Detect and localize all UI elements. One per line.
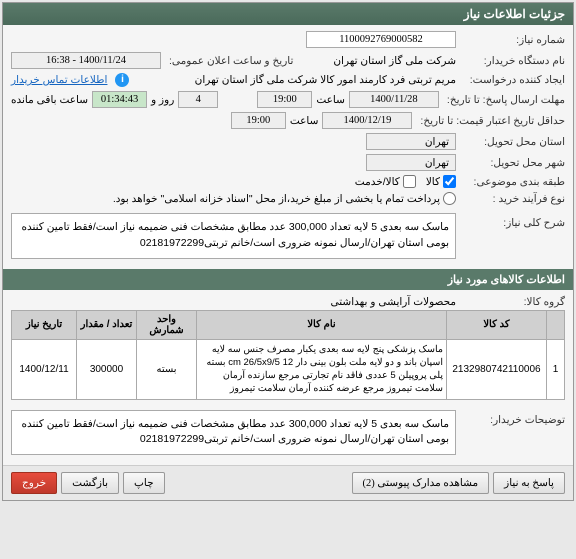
creator-label: ایجاد کننده درخواست: — [460, 74, 565, 86]
th-code: کد کالا — [447, 310, 547, 339]
summary-label: شرح کلی نیاز: — [460, 209, 565, 229]
cat-service-label: کالا/خدمت — [355, 176, 400, 188]
process-radio[interactable] — [443, 192, 456, 205]
back-button[interactable]: بازگشت — [61, 472, 119, 494]
th-unit: واحد شمارش — [137, 310, 197, 339]
cell-unit: بسته — [137, 339, 197, 399]
deadline-time-label: ساعت — [316, 94, 345, 106]
announce-date-label: تاریخ و ساعت اعلان عمومی: — [165, 55, 293, 67]
cell-idx: 1 — [547, 339, 565, 399]
footer-left-group: چاپ بازگشت خروج — [11, 472, 165, 494]
buyer-desc-label: توضیحات خریدار: — [460, 406, 565, 426]
footer-right-group: پاسخ به نیاز مشاهده مدارک پیوستی (2) — [352, 472, 566, 494]
cat-goods-item[interactable]: کالا — [426, 175, 456, 188]
table-header-row: کد کالا نام کالا واحد شمارش تعداد / مقدا… — [12, 310, 565, 339]
th-date: تاریخ نیاز — [12, 310, 77, 339]
info-icon: i — [115, 73, 129, 87]
validity-time-input — [231, 112, 286, 129]
process-note: پرداخت تمام یا بخشی از مبلغ خرید،از محل … — [113, 193, 440, 205]
deadline-time-input — [257, 91, 312, 108]
validity-time-label: ساعت — [290, 115, 319, 127]
contact-link[interactable]: اطلاعات تماس خریدار — [11, 74, 107, 86]
attachments-button[interactable]: مشاهده مدارک پیوستی (2) — [352, 472, 490, 494]
city-label: شهر محل تحویل: — [460, 157, 565, 169]
cell-date: 1400/12/11 — [12, 339, 77, 399]
items-section: گروه کالا: محصولات آرایشی و بهداشتی کد ک… — [3, 290, 573, 466]
deadline-label: مهلت ارسال پاسخ: تا تاریخ: — [443, 94, 565, 106]
th-name: نام کالا — [197, 310, 447, 339]
summary-box: ماسک سه بعدی 5 لایه تعداد 300,000 عدد مط… — [11, 213, 456, 259]
remain-label: ساعت باقی مانده — [11, 94, 88, 106]
group-value: محصولات آرایشی و بهداشتی — [331, 296, 456, 308]
province-input — [366, 133, 456, 150]
group-label: گروه کالا: — [460, 296, 565, 308]
process-radio-item[interactable]: پرداخت تمام یا بخشی از مبلغ خرید،از محل … — [113, 192, 456, 205]
cat-service-item[interactable]: کالا/خدمت — [355, 175, 416, 188]
cat-goods-label: کالا — [426, 176, 440, 188]
creator-value: مریم تربتی فرد کارمند امور کالا شرکت ملی… — [195, 74, 456, 86]
buyer-desc-box: ماسک سه بعدی 5 لایه تعداد 300,000 عدد مط… — [11, 410, 456, 456]
announce-date-input — [11, 52, 161, 69]
days-label: روز و — [151, 94, 174, 106]
table-row[interactable]: 1 2132980742110006 ماسک پزشکی پنج لایه س… — [12, 339, 565, 399]
cat-goods-checkbox[interactable] — [443, 175, 456, 188]
items-section-title: اطلاعات کالاهای مورد نیاز — [3, 269, 573, 290]
window-title-bar: جزئیات اطلاعات نیاز — [3, 3, 573, 25]
th-row — [547, 310, 565, 339]
main-window: جزئیات اطلاعات نیاز شماره نیاز: نام دستگ… — [2, 2, 574, 501]
validity-date-input — [322, 112, 412, 129]
reply-button[interactable]: پاسخ به نیاز — [493, 472, 565, 494]
validity-label: حداقل تاریخ اعتبار قیمت: تا تاریخ: — [416, 115, 565, 127]
print-button[interactable]: چاپ — [123, 472, 165, 494]
need-number-label: شماره نیاز: — [460, 34, 565, 46]
category-label: طبقه بندی موضوعی: — [460, 176, 565, 188]
need-number-input[interactable] — [306, 31, 456, 48]
remain-time-input — [92, 91, 147, 108]
process-label: نوع فرآیند خرید : — [460, 193, 565, 205]
form-section: شماره نیاز: نام دستگاه خریدار: شرکت ملی … — [3, 25, 573, 269]
items-table: کد کالا نام کالا واحد شمارش تعداد / مقدا… — [11, 310, 565, 400]
cat-service-checkbox[interactable] — [403, 175, 416, 188]
th-qty: تعداد / مقدار — [77, 310, 137, 339]
cell-name: ماسک پزشکی پنج لایه سه بعدی یکبار مصرف ج… — [197, 339, 447, 399]
buyer-name-label: نام دستگاه خریدار: — [460, 55, 565, 67]
exit-button[interactable]: خروج — [11, 472, 57, 494]
city-input — [366, 154, 456, 171]
deadline-date-input — [349, 91, 439, 108]
cell-code: 2132980742110006 — [447, 339, 547, 399]
province-label: استان محل تحویل: — [460, 136, 565, 148]
buyer-name-value: شرکت ملی گاز استان تهران — [333, 55, 456, 67]
cell-qty: 300000 — [77, 339, 137, 399]
window-title: جزئیات اطلاعات نیاز — [464, 7, 565, 21]
footer-bar: پاسخ به نیاز مشاهده مدارک پیوستی (2) چاپ… — [3, 465, 573, 500]
category-checkboxes: کالا کالا/خدمت — [355, 175, 456, 188]
days-input — [178, 91, 218, 108]
